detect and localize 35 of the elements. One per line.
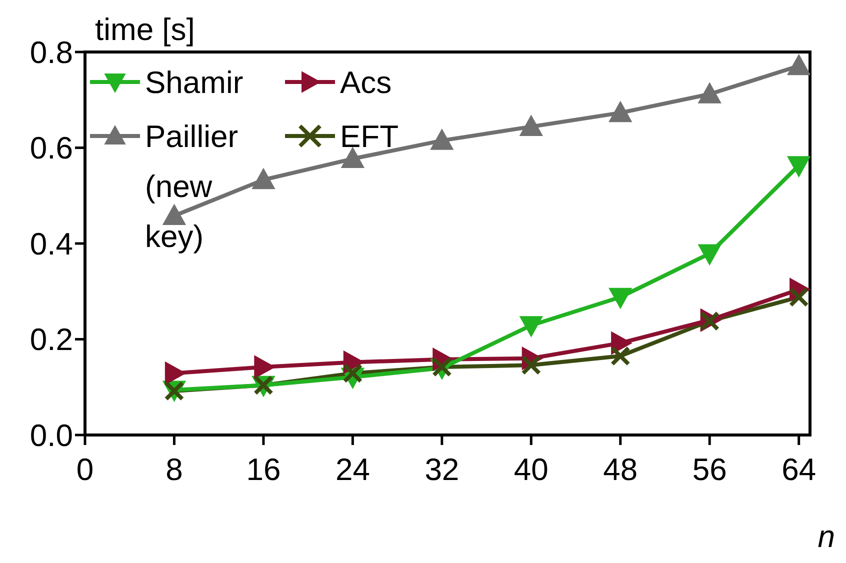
- point: [164, 362, 186, 385]
- point: [608, 288, 632, 309]
- point: [430, 129, 454, 150]
- x-tick-label: 0: [76, 452, 94, 487]
- y-tick-label: 0.0: [30, 418, 73, 453]
- x-tick-label: 32: [424, 452, 460, 487]
- x-tick-label: 64: [782, 452, 816, 487]
- legend-label: EFT: [340, 118, 399, 154]
- legend-label: Paillier (new key): [145, 118, 238, 254]
- point: [520, 115, 543, 136]
- y-tick-label: 0.6: [30, 130, 73, 166]
- x-tick-label: 16: [246, 452, 281, 487]
- y-tick-label: 0.2: [30, 322, 73, 358]
- x-tick-label: 24: [335, 452, 370, 487]
- point: [254, 356, 275, 379]
- point: [252, 168, 275, 190]
- y-axis-title: time [s]: [95, 12, 195, 47]
- point: [611, 332, 632, 355]
- legend-label: Shamir: [145, 64, 244, 100]
- point: [698, 244, 722, 266]
- point: [698, 82, 722, 104]
- y-tick-label: 0.8: [30, 34, 73, 70]
- legend-label: Acs: [340, 64, 392, 100]
- point: [162, 204, 186, 226]
- point: [787, 54, 810, 76]
- x-tick-label: 56: [692, 452, 727, 487]
- point: [341, 147, 364, 168]
- point: [610, 346, 630, 366]
- x-tick-label: 40: [514, 452, 548, 487]
- y-tick-label: 0.4: [30, 226, 73, 262]
- point: [520, 316, 543, 337]
- x-axis-title: n: [818, 519, 835, 554]
- x-tick-label: 48: [603, 452, 638, 487]
- x-tick-label: 8: [166, 452, 183, 487]
- point: [608, 101, 632, 122]
